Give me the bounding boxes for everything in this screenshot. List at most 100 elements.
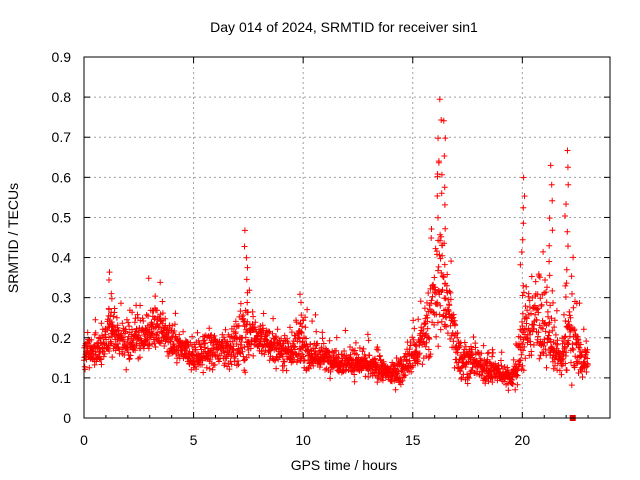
data-point	[425, 354, 432, 361]
data-point	[347, 351, 354, 358]
data-point	[132, 347, 139, 354]
data-point	[446, 302, 453, 309]
peak-point	[549, 227, 556, 234]
peak-point	[563, 266, 570, 273]
data-point	[422, 343, 429, 350]
data-point	[510, 356, 517, 363]
data-point	[562, 360, 569, 367]
data-point	[517, 357, 524, 364]
peak-point	[105, 334, 112, 341]
data-point	[543, 364, 550, 371]
data-point	[546, 329, 553, 336]
data-point	[123, 316, 130, 323]
data-point	[159, 310, 166, 317]
data-point	[351, 378, 358, 385]
peak-point	[105, 313, 112, 319]
data-point	[304, 306, 311, 313]
data-point	[514, 381, 521, 388]
data-point	[411, 325, 418, 332]
peak-point	[106, 277, 112, 283]
data-point	[127, 352, 134, 359]
data-point	[137, 302, 144, 309]
data-point	[424, 325, 431, 332]
data-point	[402, 372, 409, 379]
data-point	[129, 326, 135, 333]
data-point	[295, 350, 302, 357]
data-point	[466, 375, 473, 381]
data-point	[534, 306, 541, 313]
peak-point	[434, 193, 441, 199]
data-point	[82, 366, 89, 373]
data-point	[579, 374, 586, 380]
peak-point	[442, 225, 449, 232]
peak-point	[564, 147, 571, 154]
data-point	[543, 299, 550, 306]
data-point	[372, 355, 379, 362]
peak-point	[548, 181, 555, 188]
data-point	[456, 368, 463, 375]
data-point	[232, 329, 239, 336]
data-point	[393, 371, 400, 378]
data-point	[577, 341, 584, 348]
y-tick-label: 0.4	[52, 250, 72, 266]
data-point	[442, 295, 449, 302]
data-point	[458, 376, 465, 382]
data-point	[235, 345, 242, 352]
data-point	[570, 346, 577, 353]
data-point	[287, 324, 293, 331]
x-tick-label: 10	[295, 432, 311, 448]
data-point	[526, 297, 533, 304]
data-point	[114, 341, 121, 347]
peak-point	[520, 282, 527, 289]
data-point	[237, 341, 244, 348]
data-point	[139, 315, 146, 322]
data-point	[417, 298, 424, 305]
data-point	[435, 343, 442, 350]
peak-point	[438, 242, 445, 249]
peak-point	[108, 290, 115, 297]
data-point	[241, 344, 248, 351]
peak-point	[565, 181, 572, 188]
data-point	[192, 346, 199, 353]
data-point	[563, 280, 570, 287]
data-point	[126, 323, 133, 330]
peak-point	[520, 220, 527, 227]
data-point	[523, 320, 530, 327]
data-point	[434, 319, 441, 326]
data-point	[292, 343, 298, 350]
data-point	[300, 317, 307, 324]
data-point	[172, 310, 179, 317]
data-point	[580, 326, 587, 333]
data-point	[438, 190, 445, 197]
data-point	[207, 356, 214, 363]
data-point	[415, 316, 422, 323]
peak-point	[107, 342, 114, 349]
data-point	[465, 374, 471, 380]
data-point	[469, 351, 476, 358]
data-point	[535, 309, 542, 316]
peak-point	[564, 164, 571, 171]
peak-point	[109, 354, 116, 361]
data-point	[519, 362, 526, 369]
data-point	[399, 377, 406, 384]
data-point	[252, 319, 259, 326]
data-point	[115, 345, 122, 352]
data-point	[542, 346, 549, 353]
data-point	[320, 340, 327, 347]
data-point	[374, 361, 381, 368]
data-point	[415, 351, 422, 358]
data-point	[180, 328, 187, 335]
peak-point	[296, 338, 303, 345]
data-point	[232, 318, 239, 325]
data-point	[309, 318, 316, 325]
data-point	[260, 310, 267, 317]
data-point	[533, 316, 540, 323]
data-point	[98, 356, 105, 363]
data-point	[115, 327, 122, 334]
data-point	[528, 310, 534, 317]
peak-point	[562, 213, 568, 219]
peak-point	[297, 291, 303, 298]
data-point	[206, 325, 213, 332]
peak-point	[547, 162, 554, 169]
